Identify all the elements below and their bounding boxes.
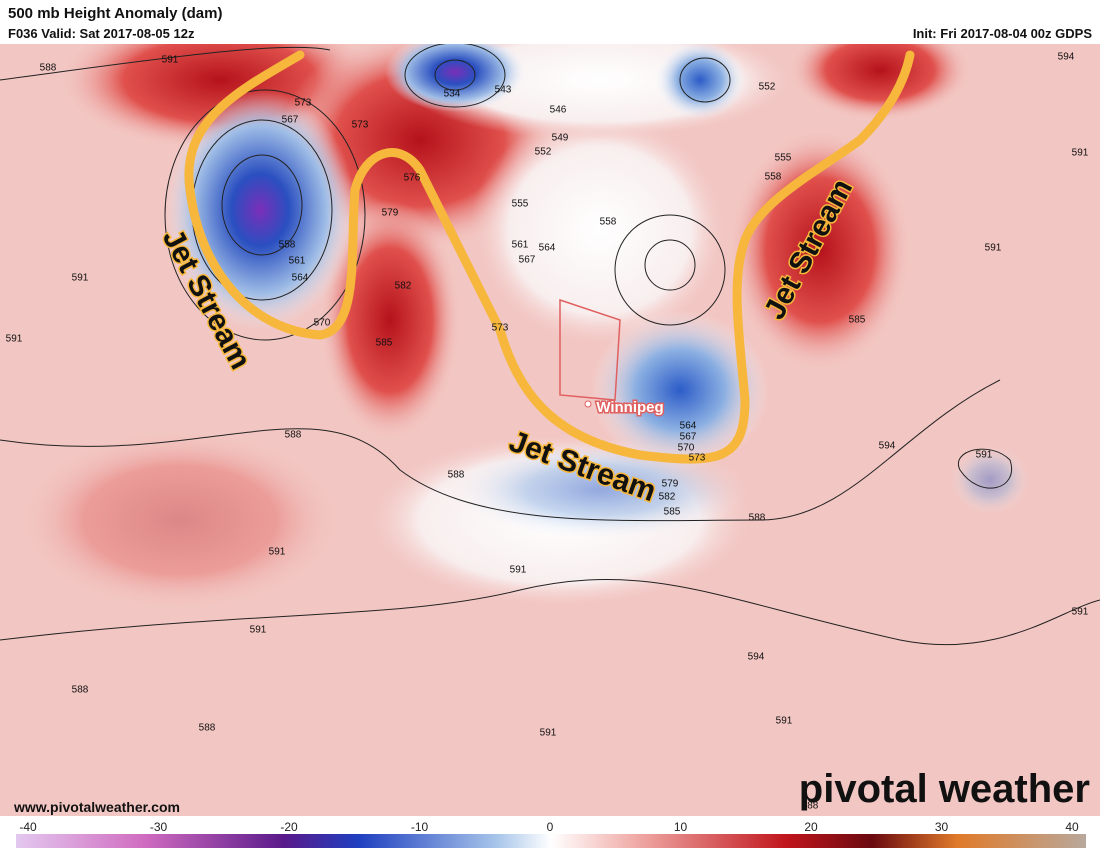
height-contours (0, 42, 1100, 646)
anomaly-negative (590, 310, 770, 470)
contour-label: 591 (250, 625, 267, 636)
contour-label: 591 (162, 55, 179, 66)
contour-label: 567 (680, 432, 697, 443)
manitoba-outline (559, 298, 621, 401)
contour-label: 591 (269, 547, 286, 558)
contour-label: 594 (748, 652, 765, 663)
contour-label: 591 (985, 243, 1002, 254)
anomaly-positive (20, 430, 340, 610)
contour-label: 588 (40, 63, 57, 74)
colorbar-ticks: -40 -30 -20 -10 0 10 20 30 40 (19, 820, 1079, 834)
contour-label: 588 (285, 430, 302, 441)
contour-label: 555 (512, 199, 529, 210)
city-label: Winnipeg (596, 399, 663, 416)
contour (0, 46, 1001, 522)
contour-label: 558 (600, 217, 617, 228)
contour (679, 57, 731, 103)
contour (614, 214, 726, 326)
valid-time: F036 Valid: Sat 2017-08-05 12z (8, 26, 195, 41)
title: 500 mb Height Anomaly (dam) (8, 5, 222, 22)
contour-label: 588 (199, 723, 216, 734)
contour-label: 591 (1072, 607, 1089, 618)
contour (434, 59, 476, 91)
contour-label: 555 (775, 153, 792, 164)
contour-label: 552 (535, 147, 552, 158)
contour-label: 582 (659, 492, 676, 503)
contour-label: 564 (292, 273, 309, 284)
contour-label: 591 (510, 565, 527, 576)
colorbar-tick-label: 20 (804, 820, 818, 834)
anomaly-negative (450, 440, 750, 540)
contour-label: 579 (662, 479, 679, 490)
contour-label: 591 (72, 273, 89, 284)
contour-label: 570 (314, 318, 331, 329)
contour-label: 591 (540, 728, 557, 739)
contour-label: 594 (879, 441, 896, 452)
contour-label: 591 (976, 450, 993, 461)
contour-label: 591 (776, 716, 793, 727)
contour-label: 567 (282, 115, 299, 126)
contour-label: 570 (678, 443, 695, 454)
contour-label: 567 (519, 255, 536, 266)
contour (644, 239, 696, 291)
contour-label: 585 (664, 507, 681, 518)
contour-label: 588 (749, 513, 766, 524)
contour-label: 561 (289, 256, 306, 267)
contour-label: 564 (539, 243, 556, 254)
contour-label: 573 (689, 453, 706, 464)
anomaly-positive (730, 130, 910, 370)
contour-label: 573 (295, 98, 312, 109)
contour-label: 573 (352, 120, 369, 131)
contour-label: 543 (495, 85, 512, 96)
contour-label: 588 (448, 470, 465, 481)
contour-label: 585 (849, 315, 866, 326)
colorbar-tick-label: 40 (1065, 820, 1079, 834)
contour (221, 154, 303, 256)
contour-label: 585 (376, 338, 393, 349)
contour-label: 579 (382, 208, 399, 219)
anomaly-positive (790, 20, 970, 120)
contour-label: 561 (512, 240, 529, 251)
contour-label: 558 (765, 172, 782, 183)
contour (164, 89, 366, 341)
anomaly-negative (950, 445, 1030, 515)
contour-label: 576 (404, 173, 421, 184)
contour-label: 552 (759, 82, 776, 93)
contour-label: 582 (395, 281, 412, 292)
jet-stream-path (184, 50, 915, 464)
contour-label: 549 (552, 133, 569, 144)
colorbar (16, 834, 1086, 848)
contour (957, 448, 1013, 489)
contour-label: 564 (680, 421, 697, 432)
contour-label: 594 (1058, 52, 1075, 63)
contour-label: 546 (550, 105, 567, 116)
contour-label: 573 (492, 323, 509, 334)
colorbar-tick-label: -40 (19, 820, 37, 834)
colorbar-tick-label: 10 (674, 820, 688, 834)
colorbar-tick-label: -30 (150, 820, 168, 834)
colorbar-tick-label: -20 (280, 820, 298, 834)
colorbar-tick-label: -10 (411, 820, 429, 834)
contour-label: 558 (279, 240, 296, 251)
brand: pivotal weather (799, 767, 1090, 811)
city-marker (584, 400, 592, 408)
anomaly-negative (655, 40, 745, 120)
header-band (0, 0, 1100, 44)
contour-label: 588 (72, 685, 89, 696)
contour-label: 591 (6, 334, 23, 345)
contour (0, 579, 1100, 646)
contour-label: 534 (444, 89, 461, 100)
contour-label: 591 (1072, 148, 1089, 159)
colorbar-tick-label: 30 (935, 820, 949, 834)
contour-label: 588 (802, 801, 819, 812)
website: www.pivotalweather.com (13, 799, 180, 815)
init-time: Init: Fri 2017-08-04 00z GDPS (913, 26, 1093, 41)
colorbar-tick-label: 0 (547, 820, 554, 834)
